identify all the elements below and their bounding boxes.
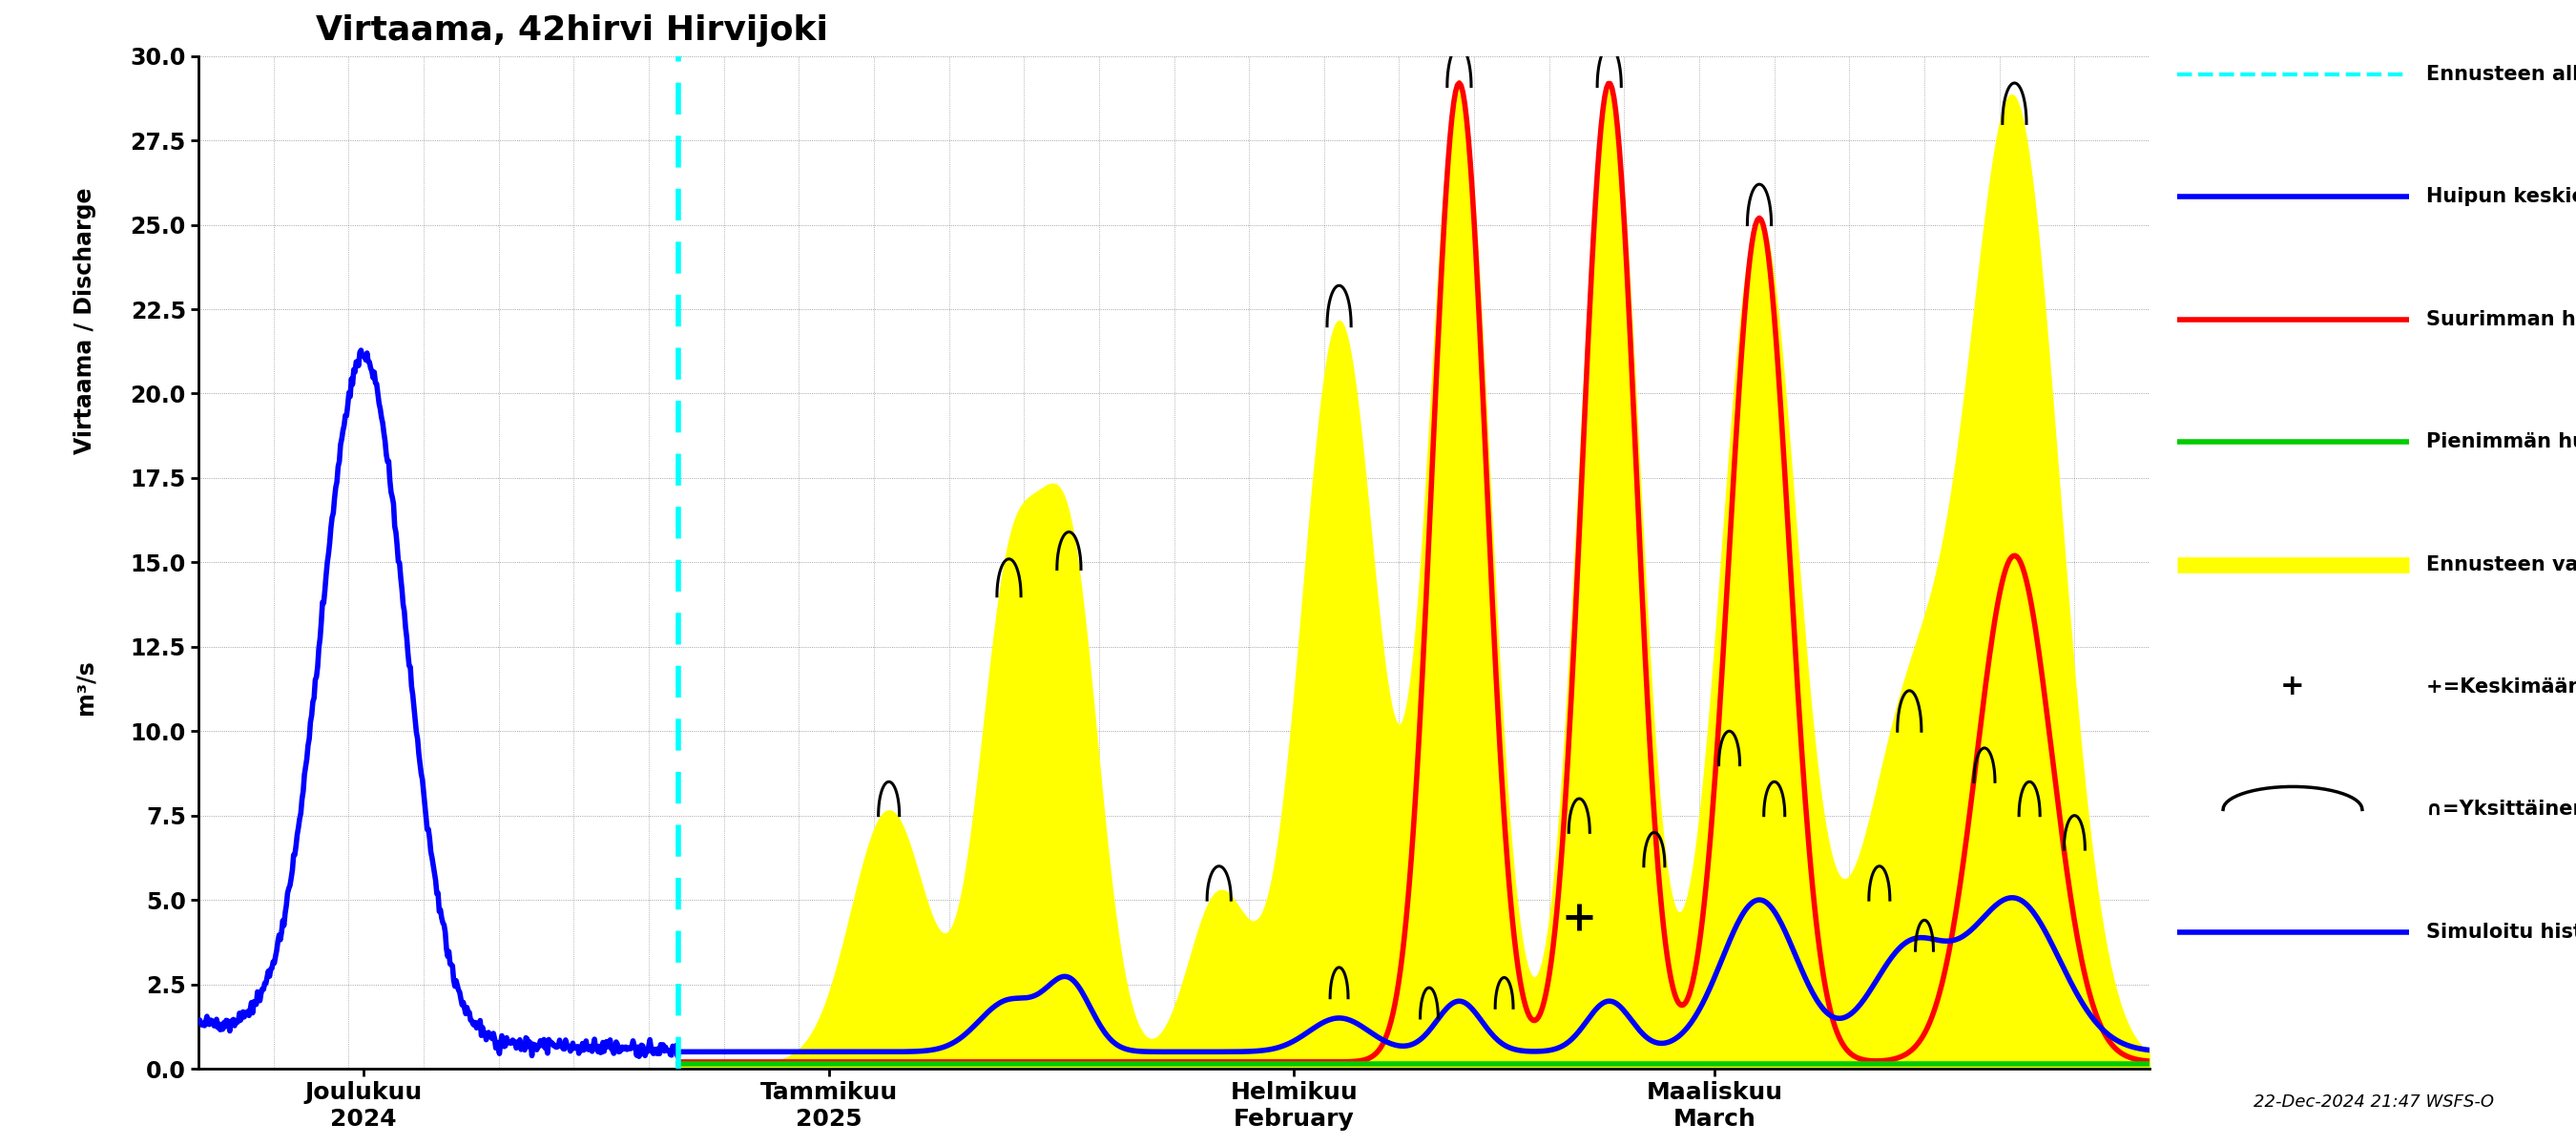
Text: 22-Dec-2024 21:47 WSFS-O: 22-Dec-2024 21:47 WSFS-O bbox=[2254, 1093, 2494, 1111]
Text: Virtaama, 42hirvi Hirvijoki: Virtaama, 42hirvi Hirvijoki bbox=[317, 14, 827, 47]
Text: +=Keskimääräinen huippu: +=Keskimääräinen huippu bbox=[2427, 678, 2576, 696]
Text: +: + bbox=[2280, 673, 2306, 701]
Text: m³/s: m³/s bbox=[75, 660, 95, 714]
Text: Virtaama / Discharge: Virtaama / Discharge bbox=[75, 188, 95, 453]
Text: Ennusteen alku: Ennusteen alku bbox=[2427, 65, 2576, 84]
Text: Suurimman huipun ennuste: Suurimman huipun ennuste bbox=[2427, 310, 2576, 329]
Text: Pienimmän huipun ennuste: Pienimmän huipun ennuste bbox=[2427, 433, 2576, 451]
Text: Huipun keskiennuste: Huipun keskiennuste bbox=[2427, 188, 2576, 206]
Text: Ennusteen vaihteleväli: Ennusteen vaihteleväli bbox=[2427, 555, 2576, 574]
Text: ∩=Yksittäinen huippu: ∩=Yksittäinen huippu bbox=[2427, 800, 2576, 819]
Text: Simuloitu historia: Simuloitu historia bbox=[2427, 923, 2576, 941]
